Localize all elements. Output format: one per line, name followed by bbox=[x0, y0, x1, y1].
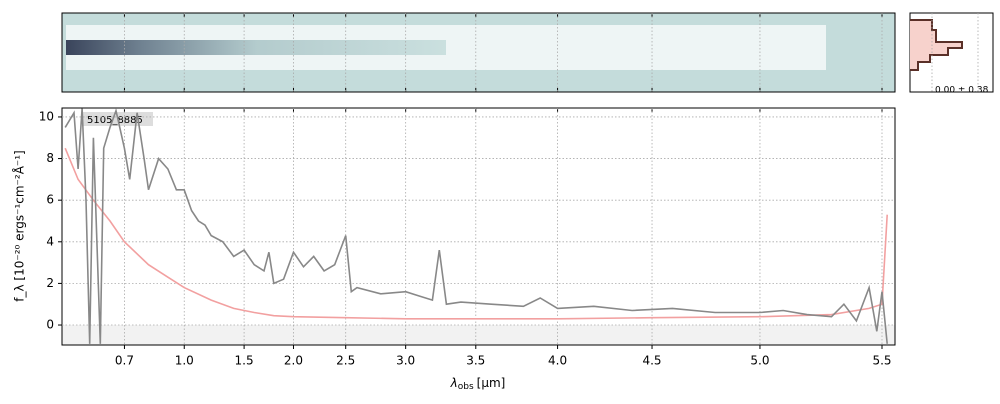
spectrum-trace-core bbox=[66, 40, 446, 55]
panel-frame bbox=[61, 12, 896, 93]
y-tick-label: 0 bbox=[46, 318, 54, 332]
x-tick-label: 1.5 bbox=[235, 354, 254, 368]
object-id: 5105_8885 bbox=[87, 115, 143, 126]
spectrum-line bbox=[64, 108, 888, 344]
hist-annotation: 0.00 ± 0.38 bbox=[935, 86, 989, 96]
x-symbol: λ bbox=[450, 376, 458, 390]
x-tick-label: 2.0 bbox=[284, 354, 303, 368]
x-tick-label: 2.5 bbox=[336, 354, 355, 368]
x-tick-label: 3.5 bbox=[466, 354, 485, 368]
y-tick-label: 4 bbox=[46, 234, 54, 248]
y-tick-label: 6 bbox=[46, 193, 54, 207]
x-unit: [μm] bbox=[477, 376, 506, 390]
y-axis-label: f_λ [10⁻²⁰ ergs⁻¹cm⁻²Å⁻¹] bbox=[12, 150, 27, 301]
x-tick-label: 4.0 bbox=[548, 354, 567, 368]
x-tick-label: 0.7 bbox=[115, 354, 134, 368]
y-tick-label: 10 bbox=[39, 109, 54, 123]
x-axis-label: λobs [μm] bbox=[450, 376, 506, 392]
histogram bbox=[910, 19, 963, 71]
x-subscript: obs bbox=[458, 382, 474, 392]
x-tick-label: 5.0 bbox=[750, 354, 769, 368]
panel-frame bbox=[61, 107, 896, 346]
x-tick-label: 3.0 bbox=[396, 354, 415, 368]
y-tick-label: 2 bbox=[46, 276, 54, 290]
x-tick-label: 1.0 bbox=[175, 354, 194, 368]
spectrum-line bbox=[64, 147, 888, 320]
x-tick-label: 4.5 bbox=[642, 354, 661, 368]
below-zero-shade bbox=[62, 325, 895, 345]
y-tick-label: 8 bbox=[46, 151, 54, 165]
x-tick-label: 5.5 bbox=[872, 354, 891, 368]
